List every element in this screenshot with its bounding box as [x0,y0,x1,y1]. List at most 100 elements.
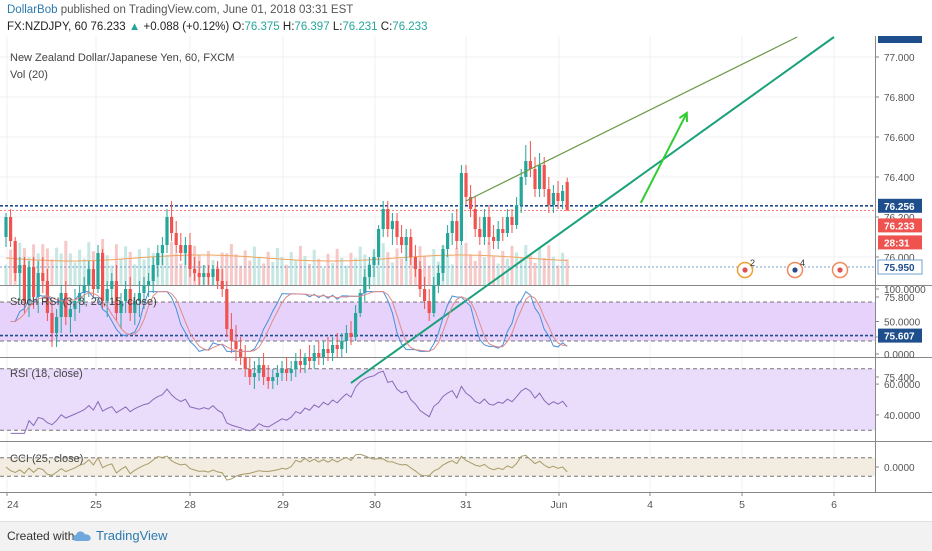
volume-bar [515,252,519,285]
volume-bar [179,263,183,285]
volume-bar [59,253,63,285]
candle-down [326,349,330,353]
candle-down [45,281,49,313]
candle-down [409,237,413,257]
price-tag [878,235,922,250]
candle-up [524,161,528,177]
y-tick-label: 100.0000 [884,285,926,296]
volume-bar [469,254,473,285]
volume-bar [551,256,555,285]
volume-label: Vol (20) [10,69,48,81]
candle-up [551,193,555,205]
ohlc-legend: FX:NZDJPY, 60 76.233 ▲ +0.088 (+0.12%) O… [7,21,427,33]
volume-bar [165,254,169,285]
last-price: 76.233 [90,21,126,33]
close-value: 76.233 [392,21,428,33]
candle-up [27,267,31,301]
volume-bar [524,245,528,285]
candle-up [363,277,367,293]
candle-down [317,353,321,357]
candle-up [156,253,160,265]
tradingview-link[interactable]: TradingView [96,528,168,543]
volume-bar [321,267,325,285]
volume-bar [561,252,565,285]
candle-up [372,257,376,265]
candle-up [450,221,454,233]
candle-up [344,333,348,341]
candle-down [243,357,247,369]
volume-bar [423,256,427,285]
drawings [350,36,835,384]
volume-bar [487,242,491,285]
author-link[interactable]: DollarBob [7,4,58,16]
candle-up [78,293,82,301]
volume-bar [446,255,450,285]
volume-bar [225,253,229,285]
candle-up [183,245,187,253]
candle-up [73,301,77,309]
candle-up [96,253,100,289]
footer-bar: Created with TradingView [0,521,932,551]
candle-down [455,221,459,241]
volume-bar [344,265,348,285]
y-tick-label: 40.0000 [884,411,921,422]
candle-up [561,191,565,201]
x-tick-label: 5 [739,499,745,511]
candle-up [280,369,284,373]
volume-bar [354,258,358,285]
candle-down [229,329,233,341]
x-tick-label: 6 [831,499,837,511]
candle-up [137,293,141,301]
open-label: O: [232,21,245,33]
x-tick-label: 29 [277,499,289,511]
volume-bar [45,248,49,285]
candle-up [505,217,509,233]
volume-bar [248,260,252,285]
volume-bar [82,258,86,285]
candle-up [321,349,325,357]
tradingview-cloud-icon [73,531,91,541]
volume-bar [482,257,486,285]
x-tick-label: 24 [7,499,19,511]
main-pane-title: New Zealand Dollar/Japanese Yen, 60, FXC… [10,52,235,64]
candle-down [174,233,178,245]
candle-up [202,273,206,277]
volume-bar [528,255,532,285]
price-tag-label: 28:31 [884,238,910,249]
candle-up [211,269,215,277]
time-axis[interactable]: 24 25 28 29 30 31 Jun 4 5 6 [6,492,837,511]
candle-down [197,273,201,277]
volume-bar [492,255,496,285]
candle-down [188,245,192,269]
candle-down [478,229,482,237]
x-tick-label: 25 [90,499,102,511]
price-tag-label: 76.233 [884,221,915,232]
candle-down [501,229,505,233]
price-axis[interactable]: 77.00076.80076.60076.40076.20076.00075.8… [875,36,926,474]
volume-bar [326,253,330,285]
candle-down [170,217,174,233]
candle-up [358,293,362,313]
volume-bar [114,244,118,285]
candle-down [418,269,422,289]
candle-down [13,241,17,273]
volume-bar [450,264,454,285]
stoch-d-line [10,291,568,352]
volume-bar [331,262,335,285]
y-tick-label: 50.0000 [884,318,921,329]
high-label: H: [282,21,295,33]
y-tick-label: 77.000 [884,53,915,64]
volume-bar [349,252,353,285]
volume-bar [538,247,542,285]
candle-down [349,333,353,337]
candle-down [101,253,105,301]
event-dot [837,267,843,273]
high-value: 76.397 [294,21,330,33]
candle-down [423,289,427,301]
candle-up [340,341,344,349]
candle-up [381,209,385,229]
volume-bar [147,247,151,285]
volume-bar [409,251,413,285]
price-tag [878,328,922,343]
